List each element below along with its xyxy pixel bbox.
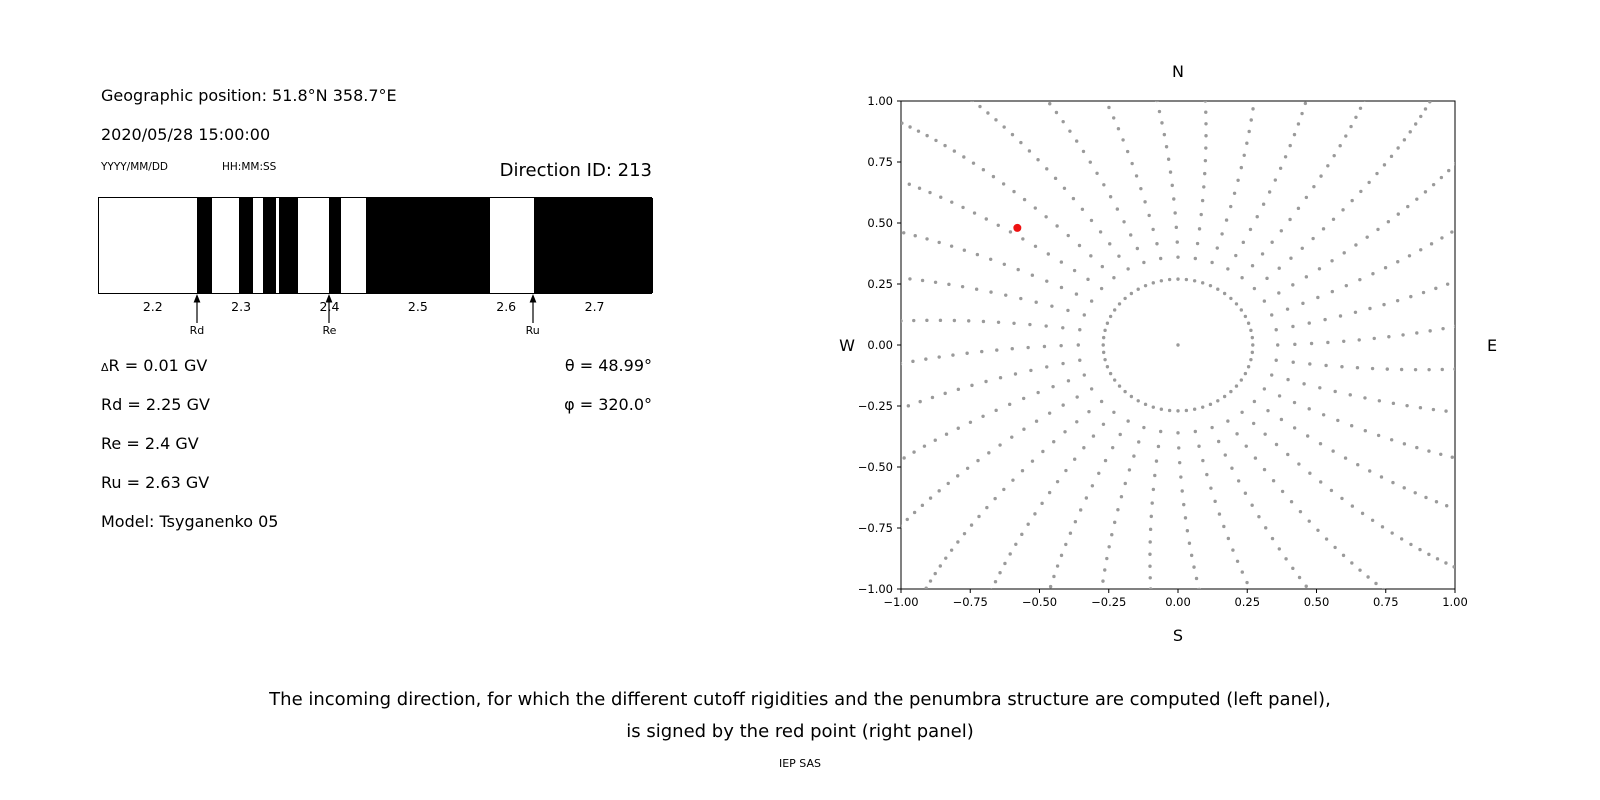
re-value: Re = 2.4 GV [101, 434, 199, 453]
delta-symbol: Δ [101, 361, 109, 374]
date-format-label: YYYY/MM/DD [101, 161, 169, 173]
direction-dots [901, 101, 1455, 589]
svg-text:0.25: 0.25 [867, 277, 893, 291]
x-axis-ticks: −1.00 −0.75 −0.50 −0.25 0.00 0.25 0.50 0.75 1.00 [883, 589, 1468, 609]
penumbra-black-band [533, 198, 653, 293]
compass-west-label: W [839, 336, 855, 355]
svg-text:−0.50: −0.50 [1022, 595, 1057, 609]
theta-value: θ = 48.99° [564, 356, 652, 375]
credit-label: IEP SAS [778, 757, 822, 770]
penumbra-marker-ru: Ru [523, 294, 543, 337]
up-arrow-icon [326, 294, 333, 323]
penumbra-black-band [365, 198, 490, 293]
penumbra-marker-re: Re [319, 294, 339, 337]
penumbra-tick-label: 2.6 [496, 299, 517, 314]
penumbra-tick-label: 2.7 [584, 299, 605, 314]
penumbra-marker-label: Re [322, 324, 337, 337]
svg-text:−0.50: −0.50 [858, 460, 893, 474]
svg-text:−1.00: −1.00 [883, 595, 918, 609]
svg-text:0.50: 0.50 [867, 216, 893, 230]
svg-text:1.00: 1.00 [867, 94, 893, 108]
svg-text:−0.25: −0.25 [1091, 595, 1126, 609]
rd-value: Rd = 2.25 GV [101, 395, 210, 414]
svg-text:−1.00: −1.00 [858, 582, 893, 596]
penumbra-plot [98, 197, 653, 294]
caption-line-1: The incoming direction, for which the di… [269, 689, 1331, 710]
compass-east-label: E [1487, 336, 1497, 355]
up-arrow-icon [529, 294, 537, 323]
y-axis-ticks: −1.00 −0.75 −0.50 −0.25 0.00 0.25 0.50 0.75 1.00 [858, 94, 901, 596]
svg-text:−0.25: −0.25 [858, 399, 893, 413]
svg-text:−0.75: −0.75 [858, 521, 893, 535]
penumbra-black-band [197, 198, 213, 293]
svg-text:1.00: 1.00 [1442, 595, 1468, 609]
svg-text:0.75: 0.75 [1373, 595, 1399, 609]
ru-value: Ru = 2.63 GV [101, 473, 210, 492]
penumbra-marker-label: Ru [525, 324, 540, 337]
svg-text:−0.75: −0.75 [953, 595, 988, 609]
penumbra-marker-rd: Rd [187, 294, 207, 337]
direction-id: Direction ID: 213 [499, 160, 652, 181]
penumbra-tick-label: 2.3 [231, 299, 252, 314]
up-arrow-icon [193, 294, 201, 323]
datetime: 2020/05/28 15:00:00 [101, 125, 271, 144]
penumbra-black-band [279, 198, 298, 293]
penumbra-axis-tick-labels: 2.2 2.3 2.4 2.5 2.6 2.7 [98, 299, 652, 317]
svg-text:0.75: 0.75 [867, 155, 893, 169]
phi-value: φ = 320.0° [564, 395, 652, 414]
direction-plot: −1.00 −0.75 −0.50 −0.25 0.00 0.25 0.50 0.75 1.00… [839, 62, 1497, 645]
model-label: Model: Tsyganenko 05 [101, 512, 279, 531]
delta-r-value: ΔR = 0.01 GV [101, 356, 207, 375]
penumbra-black-band [263, 198, 276, 293]
geographic-position: Geographic position: 51.8°N 358.7°E [101, 86, 397, 105]
penumbra-black-band [238, 198, 253, 293]
time-format-label: HH:MM:SS [222, 161, 277, 173]
compass-north-label: N [1172, 62, 1184, 81]
compass-south-label: S [1173, 626, 1183, 645]
caption-line-2: is signed by the red point (right panel) [626, 721, 974, 742]
svg-text:0.25: 0.25 [1234, 595, 1260, 609]
penumbra-tick-label: 2.2 [142, 299, 163, 314]
penumbra-bands [99, 198, 653, 293]
penumbra-tick-label: 2.5 [407, 299, 428, 314]
svg-text:0.00: 0.00 [1165, 595, 1191, 609]
svg-text:0.50: 0.50 [1304, 595, 1330, 609]
penumbra-black-band [328, 198, 342, 293]
penumbra-marker-label: Rd [189, 324, 205, 337]
svg-text:0.00: 0.00 [867, 338, 893, 352]
delta-r-text: R = 0.01 GV [108, 356, 208, 375]
penumbra-rigidity-markers: Rd Re Ru [98, 294, 652, 344]
red-point [1013, 223, 1022, 232]
